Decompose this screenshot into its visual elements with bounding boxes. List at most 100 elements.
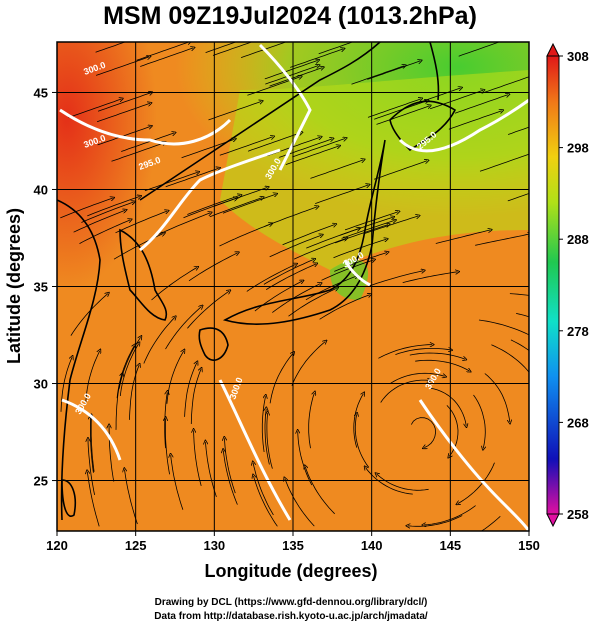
colorbar-tick-label: 298 bbox=[567, 141, 589, 156]
streamline bbox=[158, 213, 211, 235]
streamline bbox=[293, 238, 346, 260]
streamline bbox=[310, 160, 363, 179]
colorbar-ticks: 308 298 288 278 268 258 bbox=[559, 49, 589, 522]
coastlines bbox=[57, 42, 457, 521]
streamline bbox=[115, 211, 168, 234]
streamline bbox=[291, 342, 325, 386]
colorbar-tick-label: 308 bbox=[567, 49, 589, 64]
y-tick-label: 45 bbox=[34, 85, 48, 100]
streamline bbox=[265, 264, 316, 290]
streamline bbox=[121, 133, 174, 152]
streamline bbox=[448, 111, 502, 130]
streamline bbox=[95, 57, 149, 76]
streamline bbox=[265, 66, 318, 85]
streamline bbox=[73, 210, 126, 233]
streamline bbox=[95, 42, 127, 53]
streamline bbox=[429, 387, 466, 426]
x-tick-label: 125 bbox=[125, 538, 147, 553]
streamline bbox=[208, 101, 262, 121]
streamline bbox=[367, 61, 420, 80]
streamline bbox=[165, 307, 202, 350]
streamline bbox=[247, 133, 301, 152]
streamline bbox=[70, 294, 108, 336]
streamline bbox=[272, 284, 320, 313]
streamline bbox=[269, 235, 322, 258]
streamline bbox=[333, 239, 387, 259]
streamline bbox=[315, 185, 368, 204]
colorbar-tick-label: 258 bbox=[567, 507, 589, 522]
streamline bbox=[187, 291, 229, 329]
x-tick-label: 140 bbox=[361, 538, 383, 553]
streamline bbox=[151, 268, 197, 301]
coast-kyushu bbox=[198, 327, 229, 361]
coast-hokkaido bbox=[389, 100, 457, 152]
colorbar: 308 298 288 278 268 258 bbox=[546, 42, 589, 528]
streamline bbox=[222, 194, 276, 214]
streamline bbox=[194, 431, 202, 486]
streamline bbox=[164, 392, 168, 449]
streamline bbox=[318, 42, 354, 55]
gridlines bbox=[57, 42, 529, 531]
streamline bbox=[353, 394, 364, 448]
streamline bbox=[484, 373, 510, 423]
contour-line bbox=[61, 398, 122, 461]
plot-area: 300.0 300.0 295.0 295.0 300.0 300.0 300.… bbox=[57, 42, 529, 531]
coast-china bbox=[57, 199, 101, 521]
streamline bbox=[119, 344, 138, 397]
streamline bbox=[507, 193, 529, 202]
colorbar-top-arrow bbox=[546, 42, 560, 57]
streamline bbox=[473, 394, 486, 448]
streamline bbox=[97, 126, 151, 146]
streamline bbox=[285, 479, 315, 527]
streamline bbox=[376, 106, 430, 125]
streamline bbox=[481, 76, 529, 94]
y-tick-label: 30 bbox=[34, 377, 48, 392]
streamline bbox=[96, 103, 150, 123]
streamline bbox=[91, 416, 95, 472]
streamline bbox=[454, 95, 508, 114]
x-axis-label: Longitude (degrees) bbox=[204, 561, 377, 581]
streamline bbox=[85, 351, 100, 405]
y-tick-label: 40 bbox=[34, 182, 48, 197]
streamline bbox=[87, 196, 139, 217]
streamline bbox=[509, 293, 529, 296]
contours bbox=[59, 43, 529, 531]
streamline bbox=[319, 295, 370, 320]
streamline bbox=[111, 143, 165, 162]
streamline bbox=[144, 172, 198, 192]
contour-line bbox=[418, 399, 529, 531]
streamline bbox=[478, 319, 529, 336]
y-tick-label: 35 bbox=[34, 280, 48, 295]
streamline bbox=[408, 515, 463, 527]
streamline bbox=[187, 195, 240, 215]
colorbar-bottom-arrow bbox=[546, 513, 560, 528]
streamline bbox=[415, 359, 469, 371]
contour-line bbox=[218, 379, 292, 521]
streamline bbox=[219, 224, 271, 247]
streamline bbox=[288, 288, 337, 317]
streamline bbox=[253, 463, 274, 516]
streamline bbox=[380, 380, 430, 403]
streamline bbox=[355, 414, 370, 468]
streamline bbox=[171, 455, 184, 510]
streamline bbox=[81, 202, 133, 223]
streamline bbox=[254, 476, 278, 527]
streamline bbox=[224, 438, 236, 494]
mild-band bbox=[220, 70, 529, 270]
streamline bbox=[290, 49, 343, 68]
streamline bbox=[334, 253, 387, 272]
streamline bbox=[97, 93, 151, 112]
streamline bbox=[125, 470, 138, 525]
streamline bbox=[395, 348, 450, 355]
streamline bbox=[475, 234, 529, 246]
streamline bbox=[190, 369, 201, 425]
colorbar-tick-label: 278 bbox=[567, 324, 589, 339]
streamline bbox=[265, 409, 270, 465]
streamline bbox=[140, 48, 193, 67]
coast-taiwan bbox=[61, 479, 77, 517]
coast-russia bbox=[139, 42, 381, 201]
x-tick-label: 135 bbox=[282, 538, 304, 553]
streamline bbox=[321, 260, 374, 281]
coast-honshu bbox=[222, 139, 386, 325]
